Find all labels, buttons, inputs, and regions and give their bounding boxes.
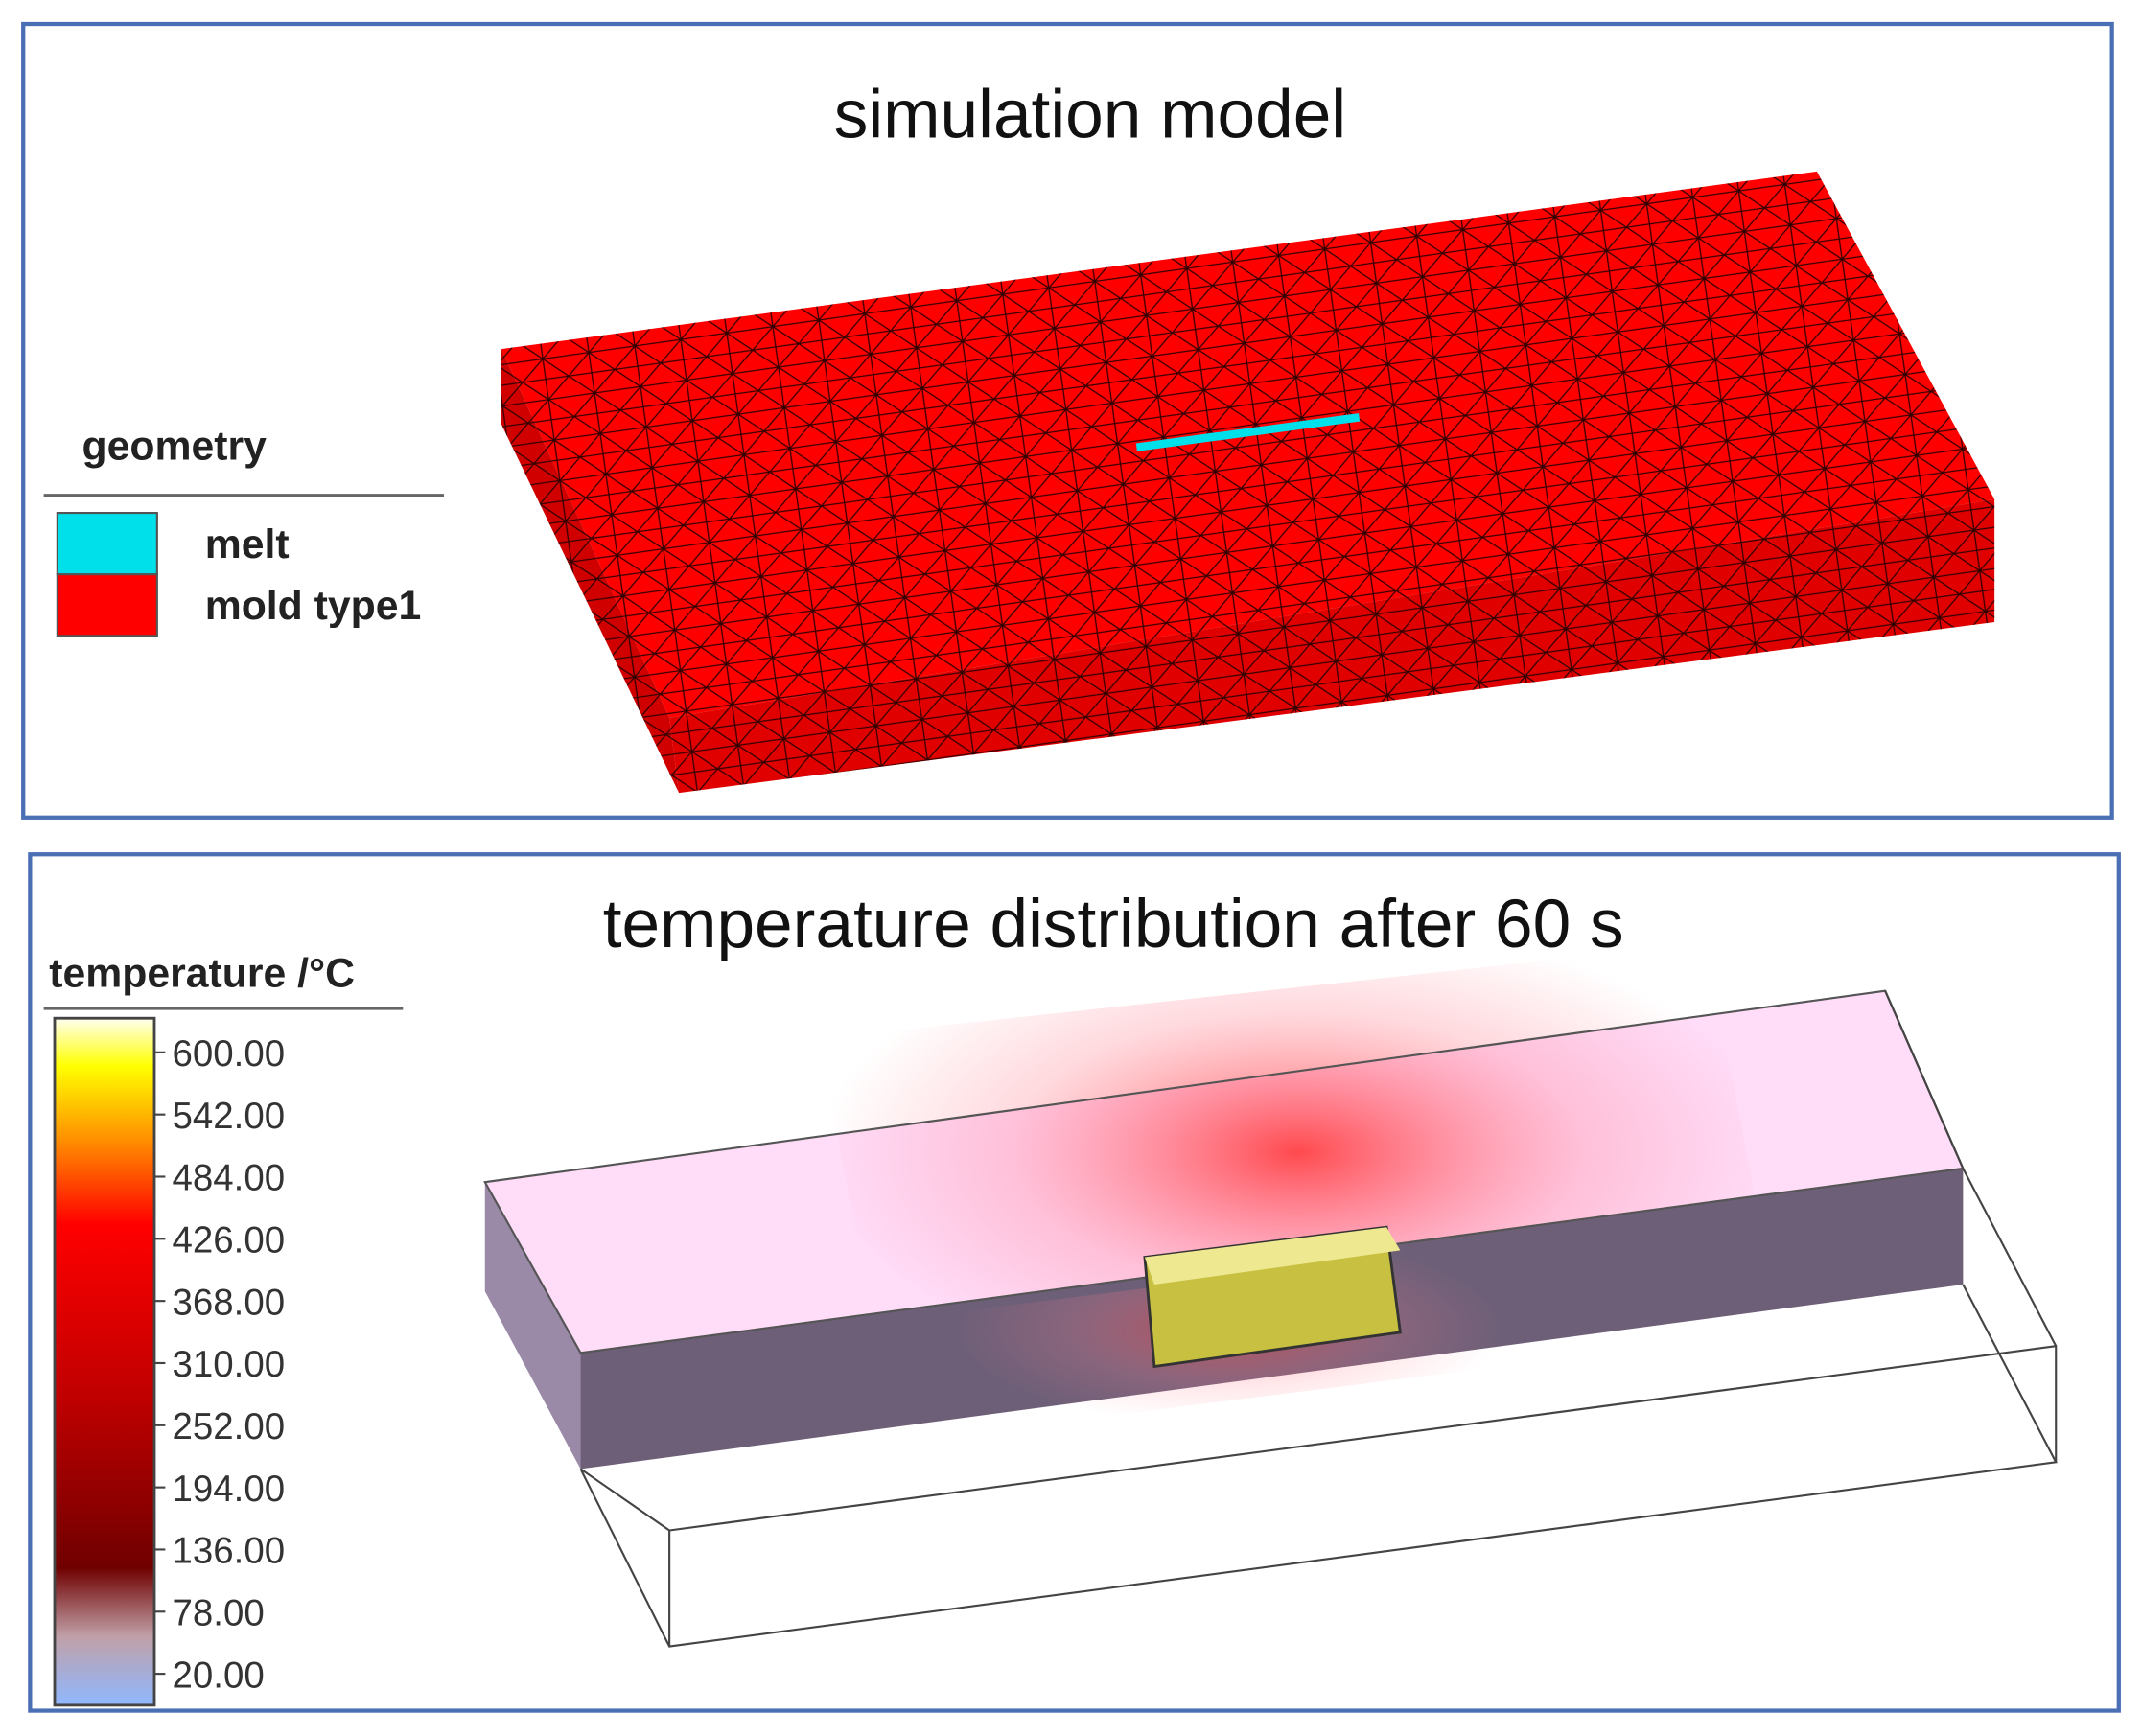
colorbar-tick-label: 78.00 xyxy=(173,1593,265,1634)
colorbar-tick-label: 252.00 xyxy=(173,1406,286,1447)
colorbar-tick-label: 20.00 xyxy=(173,1655,265,1696)
legend-label: mold type1 xyxy=(205,583,422,629)
colorbar-tick-label: 194.00 xyxy=(173,1469,286,1510)
mold-model xyxy=(501,171,1995,794)
colorbar-title: temperature /°C xyxy=(49,950,355,996)
colorbar-tick-label: 426.00 xyxy=(173,1220,286,1261)
colorbar-tick-label: 484.00 xyxy=(173,1158,286,1199)
colorbar-tick-label: 542.00 xyxy=(173,1096,286,1137)
colorbar-ticks: 600.00 542.00 484.00 426.00 368.00 310.00 252.… xyxy=(153,1033,286,1696)
temperature-model xyxy=(483,942,2058,1648)
colorbar-tick-label: 310.00 xyxy=(173,1344,286,1385)
colorbar-tick-label: 136.00 xyxy=(173,1531,286,1572)
legend-label: melt xyxy=(205,521,290,567)
legend-swatch xyxy=(56,511,158,576)
legend: melt mold type1 xyxy=(56,511,422,637)
panel-title: temperature distribution after 60 s xyxy=(603,887,1624,962)
legend-swatch xyxy=(56,573,158,637)
colorbar xyxy=(53,1016,156,1707)
legend-title: geometry xyxy=(81,424,267,470)
colorbar-tick-label: 600.00 xyxy=(173,1033,286,1075)
panel-title: simulation model xyxy=(834,77,1346,152)
colorbar-tick-label: 368.00 xyxy=(173,1282,286,1323)
